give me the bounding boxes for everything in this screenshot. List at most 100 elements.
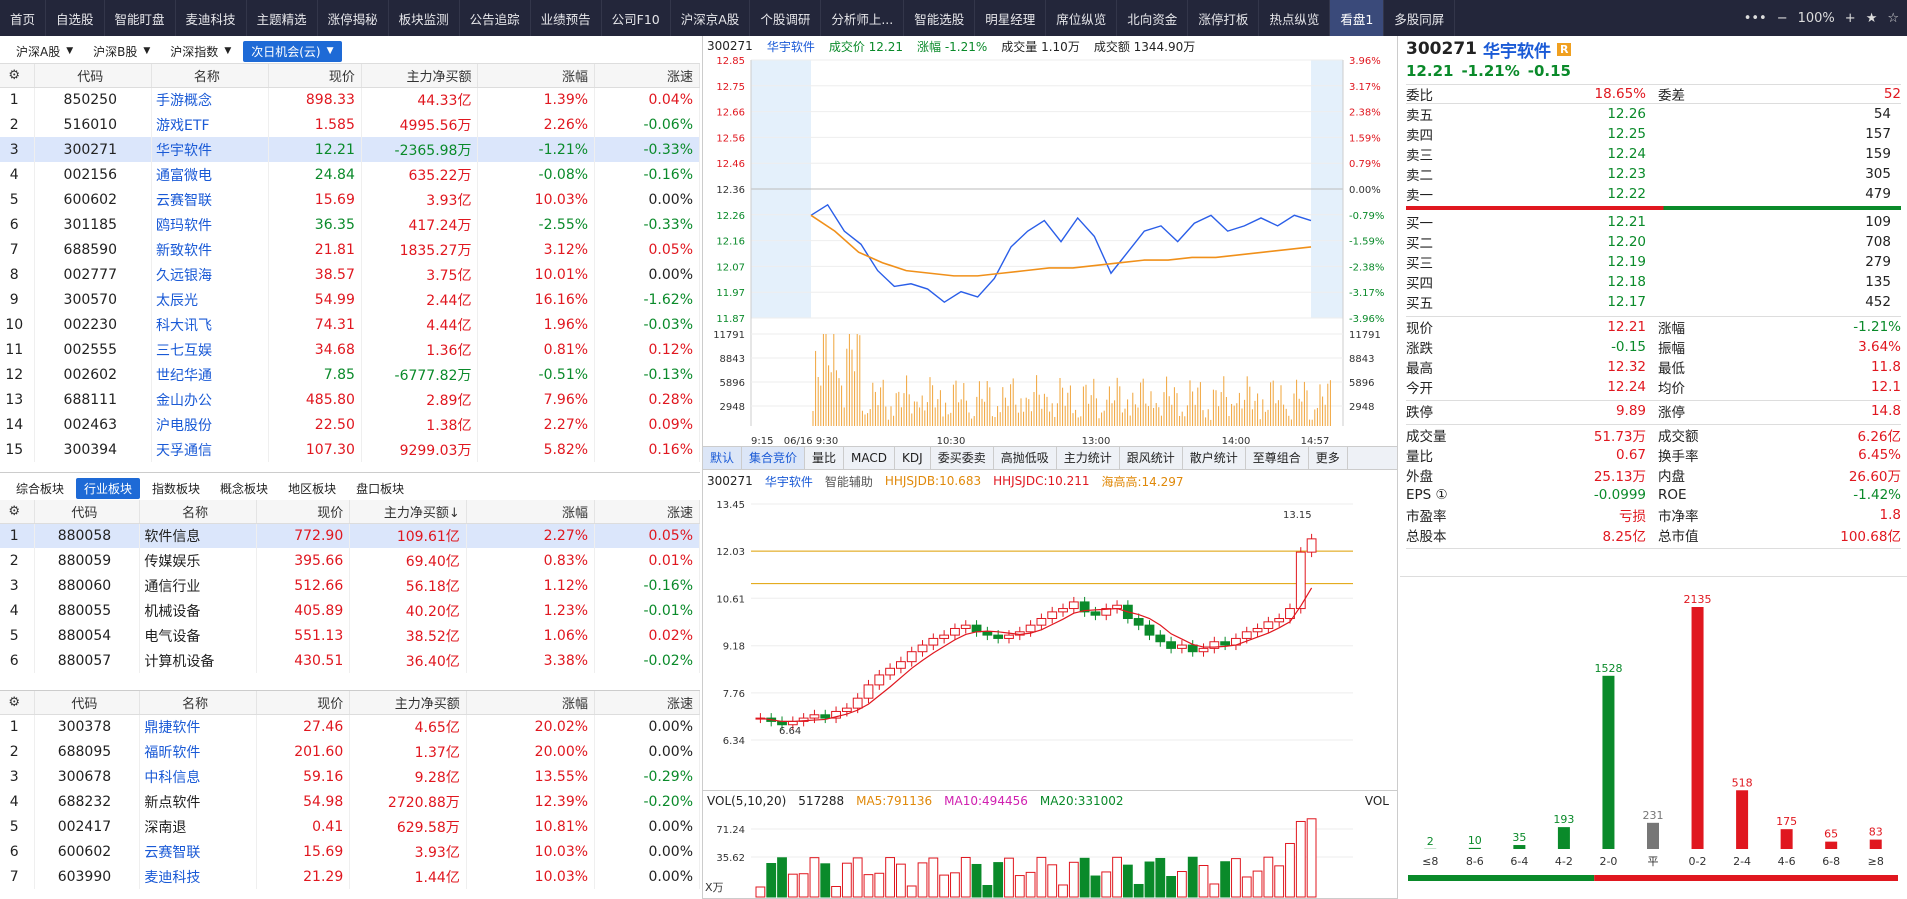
market-tab-2[interactable]: 沪深指数 ▼ bbox=[162, 41, 239, 62]
intraday-chart[interactable]: 12.85 3.96% 12.75 3.17% 12.66 2.38% 12.56 1.59%… bbox=[703, 56, 1397, 446]
column-header[interactable]: 主力净买额 bbox=[361, 64, 479, 88]
table-row[interactable]: 5 002417 深南退 0.41 629.58万 10.81% 0.00% bbox=[0, 814, 700, 839]
column-header[interactable]: 现价 bbox=[256, 691, 351, 715]
column-header[interactable]: 名称 bbox=[139, 500, 257, 524]
table-row[interactable]: 10 002230 科大讯飞 74.31 4.44亿 1.96% -0.03% bbox=[0, 312, 700, 337]
nav-item-6[interactable]: 板块监测 bbox=[389, 0, 460, 36]
book-row[interactable]: 卖四 12.25 157 bbox=[1406, 124, 1901, 144]
table-row[interactable]: 11 002555 三七互娱 34.68 1.36亿 0.81% 0.12% bbox=[0, 337, 700, 362]
column-header[interactable]: 代码 bbox=[34, 691, 141, 715]
table-row[interactable]: 3 880060 通信行业 512.66 56.18亿 1.12% -0.16% bbox=[0, 573, 700, 598]
column-header[interactable]: 涨幅 bbox=[466, 691, 596, 715]
table-row[interactable]: 4 880055 机械设备 405.89 40.20亿 1.23% -0.01% bbox=[0, 598, 700, 623]
indicator-tab-10[interactable]: 至尊组合 bbox=[1246, 447, 1309, 469]
nav-item-2[interactable]: 智能盯盘 bbox=[105, 0, 176, 36]
nav-item-20[interactable]: 多股同屏 bbox=[1384, 0, 1456, 36]
column-header[interactable]: 现价 bbox=[268, 64, 362, 88]
market-tab-0[interactable]: 沪深A股 ▼ bbox=[8, 41, 81, 62]
nav-item-9[interactable]: 公司F10 bbox=[602, 0, 671, 36]
table-row[interactable]: 2 516010 游戏ETF 1.585 4995.56万 2.26% -0.06% bbox=[0, 112, 700, 137]
nav-item-11[interactable]: 个股调研 bbox=[750, 0, 822, 36]
star-icon[interactable]: ★ bbox=[1865, 10, 1878, 26]
nav-item-4[interactable]: 主题精选 bbox=[247, 0, 318, 36]
sector-tab-4[interactable]: 地区板块 bbox=[288, 481, 337, 496]
column-header[interactable]: 涨速 bbox=[594, 500, 700, 524]
indicator-tab-9[interactable]: 散户统计 bbox=[1183, 447, 1246, 469]
settings-icon[interactable]: ⚙ bbox=[0, 500, 36, 524]
table-row[interactable]: 6 880057 计算机设备 430.51 36.40亿 3.38% -0.02% bbox=[0, 648, 700, 673]
indicator-tab-1[interactable]: 集合竞价 bbox=[742, 447, 806, 469]
table-row[interactable]: 7 688590 新致软件 21.81 1835.27万 3.12% 0.05% bbox=[0, 237, 700, 262]
settings-icon[interactable]: ⚙ bbox=[0, 691, 36, 715]
column-header[interactable]: 现价 bbox=[256, 500, 351, 524]
assist-toggle[interactable]: 智能辅助 bbox=[824, 474, 873, 489]
nav-item-17[interactable]: 涨停打板 bbox=[1188, 0, 1260, 36]
book-row[interactable]: 卖三 12.24 159 bbox=[1406, 144, 1901, 164]
book-row[interactable]: 卖五 12.26 54 bbox=[1406, 104, 1901, 124]
book-row[interactable]: 卖二 12.23 305 bbox=[1406, 164, 1901, 184]
table-row[interactable]: 15 300394 天孚通信 107.30 9299.03万 5.82% 0.16% bbox=[0, 437, 700, 462]
book-row[interactable]: 买四 12.18 135 bbox=[1406, 272, 1901, 292]
nav-item-1[interactable]: 自选股 bbox=[46, 0, 105, 36]
market-tab-1[interactable]: 沪深B股 ▼ bbox=[85, 41, 158, 62]
nav-item-10[interactable]: 沪深京A股 bbox=[671, 0, 751, 36]
table-row[interactable]: 1 300378 鼎捷软件 27.46 4.65亿 20.02% 0.00% bbox=[0, 714, 700, 739]
nav-item-8[interactable]: 业绩预告 bbox=[531, 0, 602, 36]
table-row[interactable]: 2 688095 福昕软件 201.60 1.37亿 20.00% 0.00% bbox=[0, 739, 700, 764]
table-row[interactable]: 13 688111 金山办公 485.80 2.89亿 7.96% 0.28% bbox=[0, 387, 700, 412]
book-row[interactable]: 买二 12.20 708 bbox=[1406, 232, 1901, 252]
zoom-in-icon[interactable]: + bbox=[1844, 10, 1856, 26]
zoom-out-icon[interactable]: − bbox=[1776, 10, 1788, 26]
nav-item-7[interactable]: 公告追踪 bbox=[460, 0, 531, 36]
volume-chart[interactable]: 71.24 35.62 X万 bbox=[703, 811, 1397, 898]
table-row[interactable]: 5 600602 云赛智联 15.69 3.93亿 10.03% 0.00% bbox=[0, 187, 700, 212]
nav-item-16[interactable]: 北向资金 bbox=[1117, 0, 1189, 36]
book-row[interactable]: 买三 12.19 279 bbox=[1406, 252, 1901, 272]
nav-item-13[interactable]: 智能选股 bbox=[904, 0, 976, 36]
indicator-tab-11[interactable]: 更多 bbox=[1309, 447, 1348, 469]
indicator-tab-3[interactable]: MACD bbox=[844, 447, 896, 469]
indicator-tab-2[interactable]: 量比 bbox=[805, 447, 845, 469]
indicator-tab-4[interactable]: KDJ bbox=[895, 447, 931, 469]
column-header[interactable]: 名称 bbox=[139, 691, 257, 715]
table-row[interactable]: 1 850250 手游概念 898.33 44.33亿 1.39% 0.04% bbox=[0, 87, 700, 112]
sector-tab-5[interactable]: 盘口板块 bbox=[356, 481, 405, 496]
table-row[interactable]: 12 002602 世纪华通 7.85 -6777.82万 -0.51% -0.13% bbox=[0, 362, 700, 387]
table-row[interactable]: 4 688232 新点软件 54.98 2720.88万 12.39% -0.20% bbox=[0, 789, 700, 814]
indicator-tab-5[interactable]: 委买委卖 bbox=[931, 447, 994, 469]
sector-tab-0[interactable]: 综合板块 bbox=[16, 481, 65, 496]
indicator-tab-7[interactable]: 主力统计 bbox=[1057, 447, 1120, 469]
table-row[interactable]: 9 300570 太辰光 54.99 2.44亿 16.16% -1.62% bbox=[0, 287, 700, 312]
table-row[interactable]: 1 880058 软件信息 772.90 109.61亿 2.27% 0.05% bbox=[0, 523, 700, 548]
sector-tab-3[interactable]: 概念板块 bbox=[220, 481, 269, 496]
column-header[interactable]: 涨速 bbox=[594, 64, 700, 88]
nav-item-12[interactable]: 分析师上... bbox=[821, 0, 905, 36]
table-row[interactable]: 3 300271 华宇软件 12.21 -2365.98万 -1.21% -0.33% bbox=[0, 137, 700, 162]
nav-item-18[interactable]: 热点纵览 bbox=[1259, 0, 1331, 36]
book-row[interactable]: 买一 12.21 109 bbox=[1406, 212, 1901, 232]
nav-item-0[interactable]: 首页 bbox=[0, 0, 47, 36]
table-row[interactable]: 4 002156 通富微电 24.84 635.22万 -0.08% -0.16% bbox=[0, 162, 700, 187]
nav-item-15[interactable]: 席位纵览 bbox=[1046, 0, 1118, 36]
column-header[interactable]: 代码 bbox=[34, 500, 141, 524]
nav-item-19[interactable]: 看盘1 bbox=[1330, 0, 1385, 36]
more-icon[interactable]: ••• bbox=[1743, 10, 1767, 26]
column-header[interactable]: 涨幅 bbox=[466, 500, 596, 524]
kline-chart[interactable]: 13.45 12.03 10.61 9.18 7.76 6.34 13.15 6.64 bbox=[703, 492, 1397, 790]
nav-item-14[interactable]: 明星经理 bbox=[975, 0, 1047, 36]
column-header[interactable]: 涨速 bbox=[594, 691, 700, 715]
table-row[interactable]: 3 300678 中科信息 59.16 9.28亿 13.55% -0.29% bbox=[0, 764, 700, 789]
column-header[interactable]: 代码 bbox=[34, 64, 153, 88]
indicator-tab-6[interactable]: 高抛低吸 bbox=[994, 447, 1057, 469]
table-row[interactable]: 5 880054 电气设备 551.13 38.52亿 1.06% 0.02% bbox=[0, 623, 700, 648]
table-row[interactable]: 6 600602 云赛智联 15.69 3.93亿 10.03% 0.00% bbox=[0, 839, 700, 864]
table-row[interactable]: 7 603990 麦迪科技 21.29 1.44亿 10.03% 0.00% bbox=[0, 864, 700, 889]
indicator-tab-0[interactable]: 默认 bbox=[703, 447, 743, 469]
table-row[interactable]: 8 002777 久远银海 38.57 3.75亿 10.01% 0.00% bbox=[0, 262, 700, 287]
column-header[interactable]: 主力净买额↓ bbox=[349, 500, 467, 524]
table-row[interactable]: 6 301185 鸥玛软件 36.35 417.24万 -2.55% -0.33% bbox=[0, 212, 700, 237]
column-header[interactable]: 名称 bbox=[151, 64, 269, 88]
sector-tab-2[interactable]: 指数板块 bbox=[152, 481, 201, 496]
table-row[interactable]: 14 002463 沪电股份 22.50 1.38亿 2.27% 0.09% bbox=[0, 412, 700, 437]
sector-tab-1[interactable]: 行业板块 bbox=[76, 477, 141, 499]
